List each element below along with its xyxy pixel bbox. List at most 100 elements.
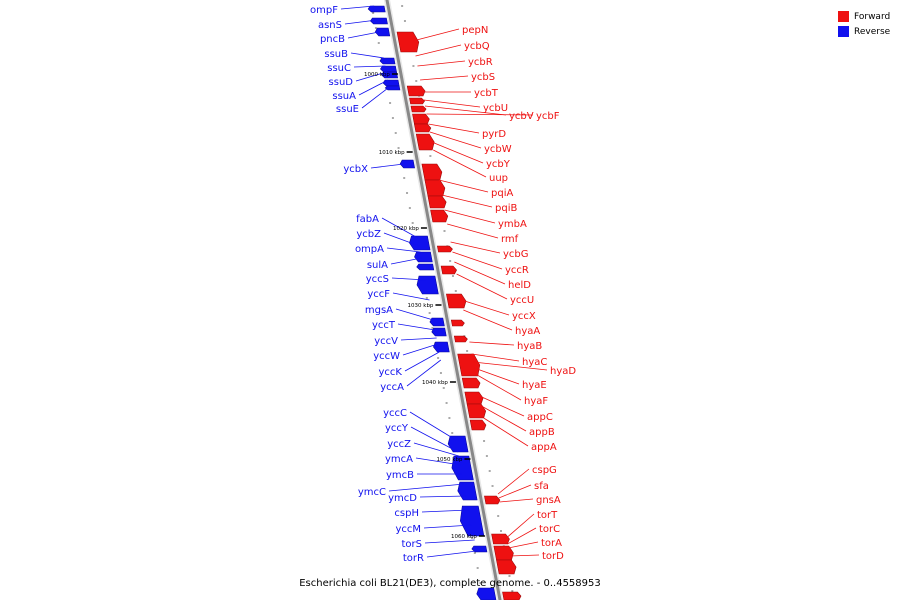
reverse-gene-label: ymcC (358, 487, 386, 498)
forward-gene (406, 85, 426, 97)
reverse-gene (384, 85, 401, 91)
forward-leader (450, 241, 501, 254)
reverse-leader (355, 71, 387, 82)
forward-gene (453, 335, 468, 343)
forward-gene (493, 545, 514, 561)
reverse-gene-label: yccT (372, 320, 396, 331)
legend-forward-label: Forward (854, 11, 891, 22)
reverse-gene-label: ssuD (329, 77, 354, 88)
forward-gene-label: pqiB (495, 203, 517, 214)
reverse-leader (390, 257, 422, 265)
reverse-gene-label: pncB (320, 34, 345, 45)
forward-gene-label: rmf (501, 234, 519, 245)
forward-gene (424, 179, 446, 197)
reverse-gene (367, 5, 386, 13)
forward-gene-label: hyaC (522, 357, 547, 368)
tick-label: 1050 kbp (437, 457, 463, 463)
forward-leader (461, 299, 510, 316)
forward-leader (441, 194, 493, 208)
reverse-leader (381, 217, 419, 239)
forward-gene (396, 31, 420, 53)
reverse-gene-label: ssuE (336, 104, 359, 115)
reverse-leader (340, 5, 375, 10)
tick-label: 1020 kbp (393, 226, 419, 232)
reverse-gene-label: ymcA (385, 454, 413, 465)
forward-leader (452, 251, 503, 270)
reverse-gene (431, 327, 447, 337)
reverse-gene-label: yccM (395, 524, 421, 535)
forward-gene-label: appC (527, 412, 553, 423)
reverse-gene (379, 57, 396, 65)
reverse-gene-label: yccZ (387, 439, 411, 450)
forward-gene (430, 209, 449, 223)
reverse-gene-label: yccK (379, 367, 403, 378)
forward-gene-label: ycbR (468, 57, 493, 68)
reverse-leader (353, 65, 386, 68)
forward-gene (496, 559, 517, 575)
tick-label: 1030 kbp (408, 303, 434, 309)
reverse-gene-label: yccC (383, 408, 407, 419)
forward-gene-label: torT (537, 510, 558, 521)
reverse-leader (395, 308, 434, 321)
forward-gene (436, 245, 453, 253)
forward-gene-label: ycbF (536, 111, 560, 122)
forward-leader (456, 273, 508, 300)
forward-gene (484, 495, 501, 505)
legend: Forward Reverse (838, 9, 890, 39)
forward-leader (507, 527, 537, 545)
forward-leader (506, 513, 535, 539)
reverse-leader (410, 426, 459, 453)
reverse-leader (344, 19, 377, 25)
forward-leader (463, 309, 513, 331)
reverse-gene (447, 435, 469, 453)
reverse-gene (416, 263, 435, 271)
forward-leader (433, 149, 487, 178)
forward-leader (426, 113, 534, 116)
forward-gene-label: hyaB (517, 341, 542, 352)
forward-gene-label: ycbT (474, 88, 499, 99)
forward-leader (481, 405, 527, 432)
reverse-gene-label: ycbX (343, 164, 368, 175)
forward-gene-label: ycbU (483, 103, 508, 114)
tick-label: 1040 kbp (422, 380, 448, 386)
reverse-leader (424, 539, 475, 544)
reverse-gene-label: asnS (318, 20, 342, 31)
forward-gene (446, 293, 467, 309)
forward-leader (454, 261, 506, 285)
forward-gene-label: uup (489, 173, 508, 184)
forward-gene-label: ycbS (471, 72, 495, 83)
forward-leader (508, 541, 539, 549)
forward-gene-label: yccX (512, 311, 536, 322)
reverse-leader (392, 292, 430, 301)
forward-gene (457, 353, 481, 377)
forward-gene-label: appB (529, 427, 555, 438)
reverse-leader (397, 323, 436, 331)
forward-leader (473, 361, 548, 371)
forward-gene-label: hyaD (550, 366, 576, 377)
forward-gene (461, 377, 481, 389)
forward-leader (479, 395, 525, 417)
reverse-leader (426, 550, 477, 558)
forward-leader (429, 131, 482, 149)
reverse-leader (361, 86, 390, 109)
reverse-leader (400, 337, 437, 341)
axis-line (385, 0, 502, 600)
reverse-gene-label: cspH (394, 508, 419, 519)
reverse-leader (350, 52, 384, 59)
forward-gene-label: pqiA (491, 188, 513, 199)
gene-features (367, 5, 522, 600)
tick-label: 1010 kbp (379, 150, 405, 156)
reverse-gene-label: sulA (367, 260, 388, 271)
reverse-gene-label: ymcD (388, 493, 417, 504)
forward-leader (423, 99, 481, 108)
forward-gene (413, 123, 432, 133)
reverse-gene (476, 587, 497, 600)
forward-leader (447, 223, 499, 239)
reverse-gene-label: ycbZ (356, 229, 381, 240)
forward-gene-label: sfa (534, 481, 549, 492)
forward-gene (415, 133, 435, 151)
reverse-leader (383, 232, 420, 247)
genome-caption: Escherichia coli BL21(DE3), complete gen… (299, 578, 601, 589)
forward-gene (427, 195, 447, 209)
